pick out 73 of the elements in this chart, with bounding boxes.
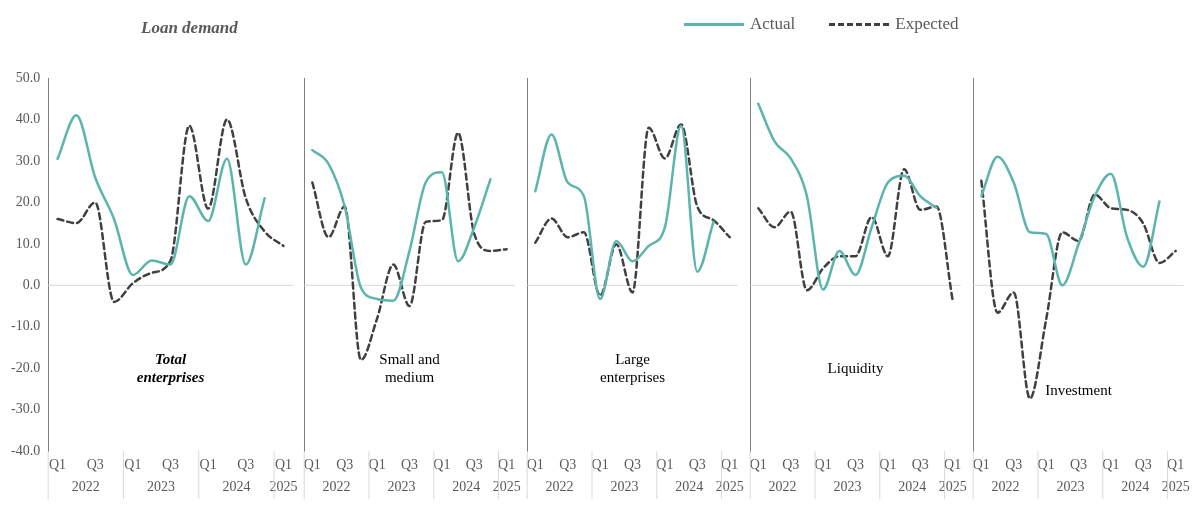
x-tick-label: Q1 <box>1037 457 1055 473</box>
x-tick-label: Q1 <box>526 457 544 473</box>
y-tick-label: -40.0 <box>10 442 41 458</box>
text: 2025 <box>715 478 744 494</box>
x-tick-label: Q3 <box>911 457 929 473</box>
x-tick-label: Q1 <box>721 457 739 473</box>
x-tick-label: Q1 <box>879 457 897 473</box>
x-tick-label: Q1 <box>749 457 767 473</box>
x-tick-label: Q3 <box>1069 457 1088 473</box>
x-tick-label: Q1 <box>944 457 962 473</box>
text: 2022 <box>71 478 100 494</box>
y-tick-label: -20.0 <box>10 359 41 375</box>
x-tick-label: Q1 <box>591 457 609 473</box>
x-tick-label: Q1 <box>433 457 451 473</box>
x-tick-label: Q1 <box>1167 457 1185 473</box>
y-tick-label: 50.0 <box>15 69 41 85</box>
y-tick-label: 30.0 <box>15 152 41 168</box>
text: 2024 <box>898 478 927 494</box>
x-tick-label: Q3 <box>688 457 706 473</box>
x-tick-label: Q1 <box>199 457 217 473</box>
chart-title: Loan demand <box>141 18 238 38</box>
y-tick-label: 10.0 <box>15 235 41 251</box>
x-tick-label: Q3 <box>782 457 800 473</box>
x-tick-label: Q3 <box>336 457 354 473</box>
x-tick-label: Q1 <box>972 457 990 473</box>
x-tick-label: Q3 <box>161 457 180 473</box>
y-tick-label: -30.0 <box>10 401 41 417</box>
text: 2025 <box>269 478 298 494</box>
x-tick-label: Q1 <box>814 457 832 473</box>
x-tick-label: Q3 <box>465 457 483 473</box>
text: 2022 <box>768 478 797 494</box>
text: 2022 <box>545 478 574 494</box>
legend-label: Expected <box>895 14 959 34</box>
x-tick-label: Q3 <box>1134 457 1152 473</box>
text: 2022 <box>322 478 351 494</box>
x-tick-label: Q1 <box>656 457 674 473</box>
text: Liquidity <box>827 360 884 377</box>
text: Investment <box>1045 382 1113 399</box>
text: 2025 <box>938 478 967 494</box>
y-tick-label: -10.0 <box>10 318 41 334</box>
text: 2025 <box>1161 478 1190 494</box>
x-tick-label: Q1 <box>49 457 67 473</box>
text: Large enterprises <box>600 351 666 386</box>
y-tick-label: 20.0 <box>15 194 41 210</box>
text: 2023 <box>147 478 176 494</box>
x-tick-label: Q1 <box>368 457 386 473</box>
x-tick-label: Q3 <box>86 457 104 473</box>
text: 2024 <box>1121 478 1150 494</box>
x-tick-label: Q1 <box>274 457 293 473</box>
x-tick-label: Q3 <box>237 457 255 473</box>
text: 2022 <box>991 478 1020 494</box>
text: 2024 <box>675 478 704 494</box>
text: Total enterprises <box>136 350 205 385</box>
text: 2023 <box>610 478 639 494</box>
text: 2024 <box>222 478 251 494</box>
text: 2023 <box>1056 478 1085 494</box>
x-tick-label: Q3 <box>846 457 865 473</box>
text: 2023 <box>387 478 416 494</box>
x-tick-label: Q1 <box>124 457 142 473</box>
x-tick-label: Q1 <box>498 457 516 473</box>
x-tick-label: Q3 <box>559 457 577 473</box>
x-tick-label: Q3 <box>1005 457 1023 473</box>
y-tick-label: 40.0 <box>15 111 41 127</box>
text: 2024 <box>452 478 481 494</box>
text: Small and medium <box>379 351 441 386</box>
text: 2025 <box>492 478 521 494</box>
x-tick-label: Q3 <box>623 457 642 473</box>
x-tick-label: Q3 <box>400 457 419 473</box>
text: 2023 <box>833 478 862 494</box>
y-tick-label: 0.0 <box>22 277 41 293</box>
legend-label: Actual <box>750 14 796 34</box>
x-tick-label: Q1 <box>1102 457 1120 473</box>
x-tick-label: Q1 <box>303 457 321 473</box>
